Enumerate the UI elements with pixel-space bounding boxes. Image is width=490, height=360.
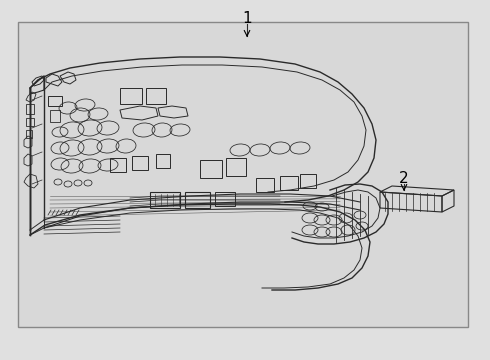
Bar bbox=[256, 178, 274, 192]
Bar bbox=[156, 154, 170, 168]
Bar bbox=[200, 160, 222, 178]
Bar bbox=[215, 192, 235, 206]
Bar bbox=[280, 176, 298, 190]
Bar bbox=[50, 110, 60, 122]
Bar bbox=[120, 88, 142, 104]
Bar bbox=[150, 192, 180, 208]
Bar bbox=[48, 96, 62, 106]
Bar bbox=[146, 88, 166, 104]
Bar bbox=[26, 118, 34, 126]
Bar bbox=[26, 130, 32, 138]
Bar bbox=[132, 156, 148, 170]
Text: 1: 1 bbox=[242, 10, 252, 26]
Bar bbox=[226, 158, 246, 176]
Bar bbox=[26, 104, 34, 114]
Bar bbox=[300, 174, 316, 188]
Bar bbox=[18, 22, 468, 327]
Text: 2: 2 bbox=[399, 171, 409, 185]
Bar bbox=[110, 158, 126, 172]
Bar bbox=[185, 192, 210, 208]
